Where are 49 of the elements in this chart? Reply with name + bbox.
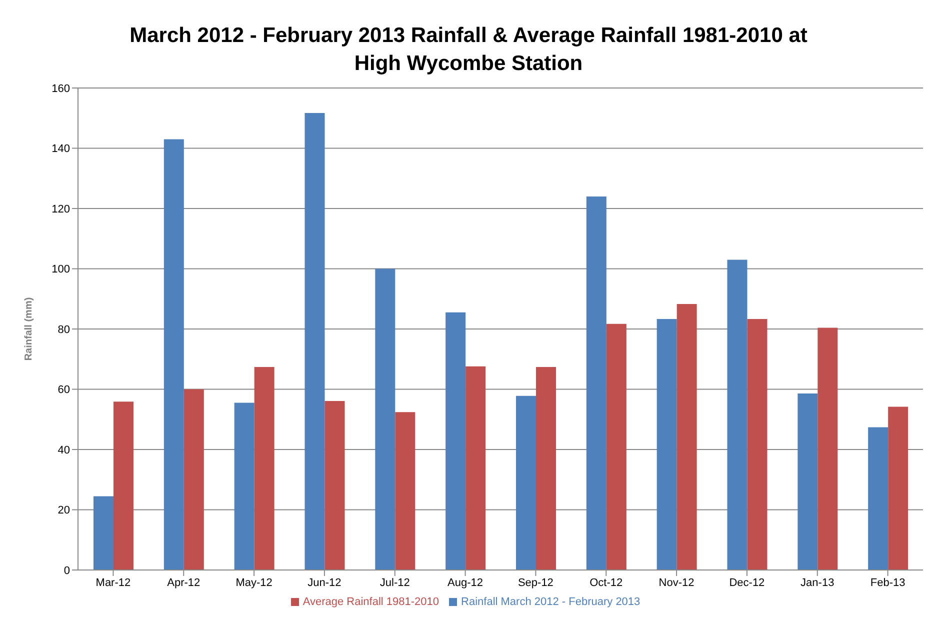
bar [113,402,134,570]
x-tick-label: Apr-12 [167,576,200,589]
bar [727,260,748,570]
bar [254,366,274,570]
y-tick-label: 80 [58,324,70,336]
bar [446,312,466,570]
chart-title: March 2012 - February 2013 Rainfall & Average Rainfall 1981-2010 at High Wycombe Station [128,23,808,77]
bar [516,396,536,570]
bar [466,366,486,570]
y-tick-label: 140 [52,143,70,156]
bar [164,139,184,570]
bar [395,412,416,570]
x-tick-label: Jul-12 [380,576,410,589]
bar [375,268,396,570]
x-tick-label: Jan-13 [800,576,834,589]
bar [798,393,818,570]
x-tick-label: Dec-12 [729,576,765,589]
x-tick-label: Feb-13 [870,576,906,589]
y-tick-label: 60 [58,384,70,396]
bar [93,496,114,570]
bar [868,427,888,570]
bar [888,406,908,570]
x-tick-label: Nov-12 [658,576,694,589]
y-tick-label: 40 [58,444,70,456]
bar [324,401,345,570]
x-tick-label: Jun-12 [308,576,342,589]
bar [304,113,325,570]
y-tick-label: 160 [52,82,70,95]
bar [234,402,254,570]
bar [606,324,626,570]
bar [536,366,556,570]
y-tick-label: 0 [64,564,70,577]
x-tick-label: Sep-12 [518,576,554,589]
y-tick-label: 100 [52,264,70,276]
bar [184,389,204,570]
legend-label: Average Rainfall 1981-2010 [302,596,440,608]
bar [747,319,768,570]
y-axis-title: Rainfall (mm) [24,297,35,361]
legend-label: Rainfall March 2012 - February 2013 [461,596,640,608]
bar [818,328,838,570]
bar [676,304,697,570]
x-tick-label: Aug-12 [448,576,484,589]
y-tick-label: 120 [52,203,70,216]
x-tick-label: May-12 [236,576,272,589]
y-tick-label: 20 [58,504,70,517]
bar [586,196,606,570]
x-tick-label: Oct-12 [590,576,623,589]
x-tick-label: Mar-12 [96,576,131,589]
bar [656,319,677,570]
